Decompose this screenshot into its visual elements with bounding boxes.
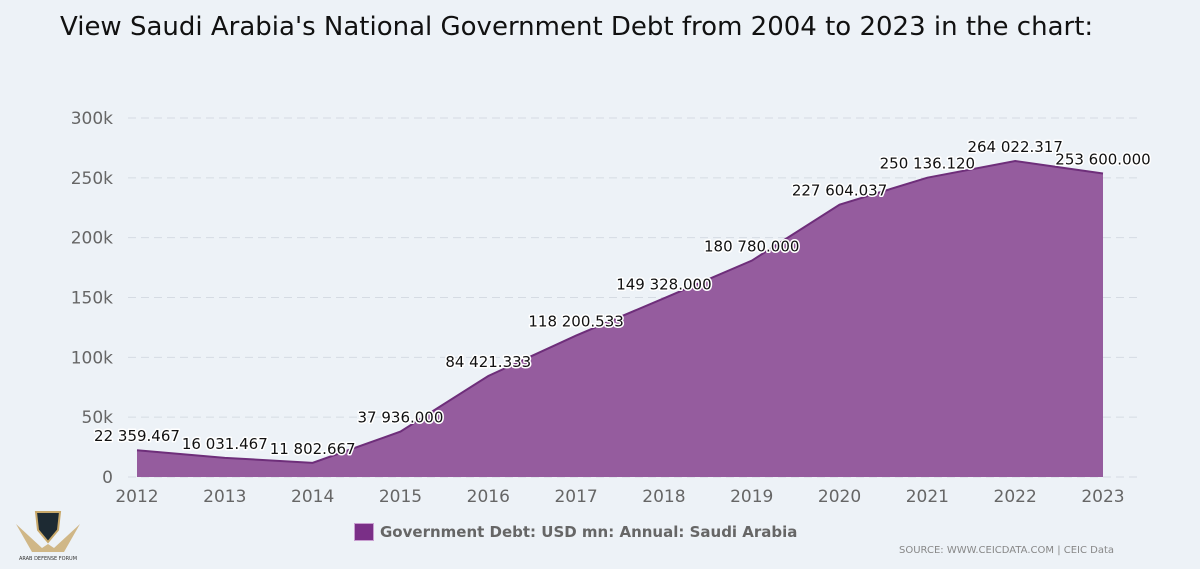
- data-label: 118 200.533: [528, 313, 623, 331]
- x-tick-label: 2022: [994, 487, 1037, 507]
- data-label: 22 359.467: [94, 427, 180, 445]
- x-tick-label: 2016: [467, 487, 510, 507]
- data-label: 149 328.000: [616, 275, 711, 293]
- legend-label: Government Debt: USD mn: Annual: Saudi A…: [380, 523, 798, 541]
- data-label: 37 936.000: [358, 409, 444, 427]
- area-fill: [137, 161, 1103, 478]
- x-tick-label: 2012: [115, 487, 158, 507]
- data-label: 264 022.317: [967, 138, 1062, 156]
- y-tick-label: 50k: [82, 408, 114, 428]
- data-label: 250 136.120: [880, 155, 975, 173]
- data-label: 16 031.467: [182, 435, 268, 453]
- x-tick-label: 2021: [906, 487, 949, 507]
- x-tick-label: 2019: [730, 487, 773, 507]
- data-label: 227 604.037: [792, 182, 887, 200]
- legend-swatch: [354, 523, 374, 541]
- y-tick-label: 300k: [71, 109, 113, 129]
- y-tick-label: 150k: [71, 289, 113, 309]
- page-title: View Saudi Arabia's National Government …: [60, 12, 1094, 42]
- svg-text:ARAB DEFENSE FORUM: ARAB DEFENSE FORUM: [19, 556, 77, 562]
- x-tick-label: 2018: [642, 487, 685, 507]
- x-tick-label: 2013: [203, 487, 246, 507]
- x-tick-label: 2023: [1081, 487, 1124, 507]
- data-label: 253 600.000: [1055, 151, 1150, 169]
- x-tick-label: 2020: [818, 487, 861, 507]
- y-tick-label: 250k: [71, 169, 113, 189]
- arab-defense-forum-logo: ARAB DEFENSE FORUM: [16, 511, 80, 562]
- legend-item[interactable]: Government Debt: USD mn: Annual: Saudi A…: [354, 523, 797, 541]
- data-label: 84 421.333: [445, 353, 531, 371]
- x-tick-label: 2014: [291, 487, 334, 507]
- y-tick-label: 200k: [71, 229, 113, 249]
- y-tick-label: 0: [102, 468, 113, 488]
- data-label: 180 780.000: [704, 238, 799, 256]
- x-tick-label: 2017: [554, 487, 597, 507]
- data-label: 11 802.667: [270, 440, 356, 458]
- source-note: SOURCE: WWW.CEICDATA.COM | CEIC Data: [899, 545, 1115, 556]
- series-line: [136, 160, 1104, 464]
- y-tick-label: 100k: [71, 348, 113, 368]
- x-tick-label: 2015: [379, 487, 422, 507]
